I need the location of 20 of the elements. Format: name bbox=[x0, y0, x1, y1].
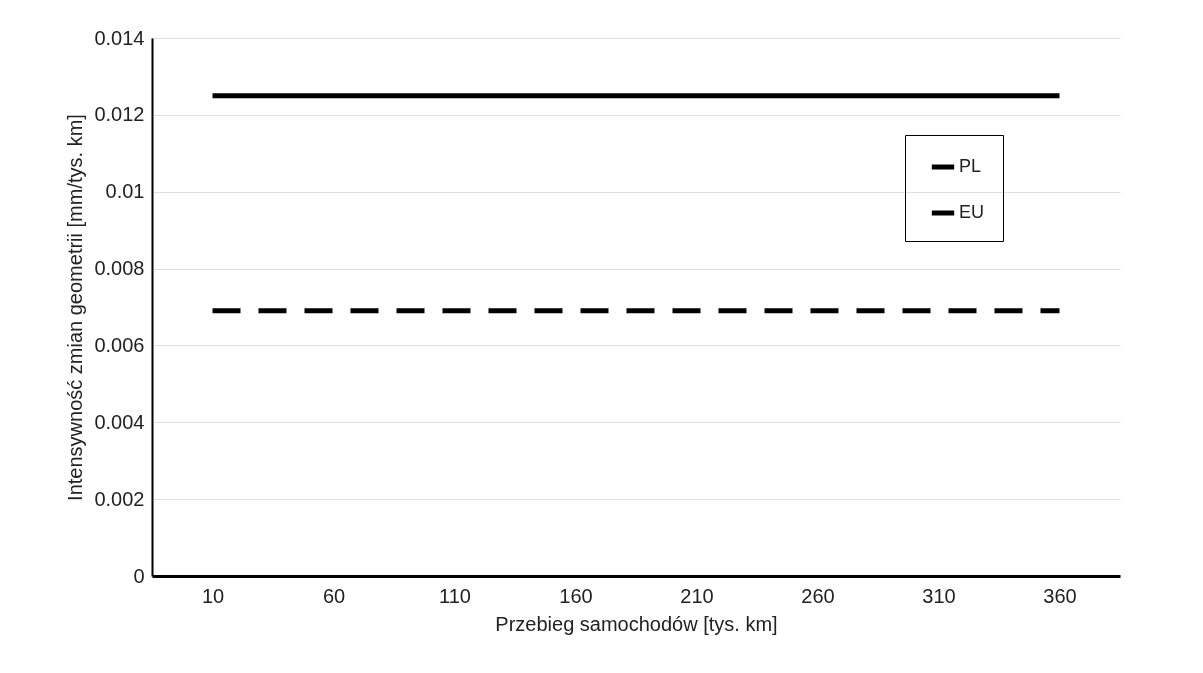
x-tick-label: 310 bbox=[922, 584, 956, 607]
y-tick-label: 0 bbox=[133, 564, 145, 587]
x-tick-label: 360 bbox=[1043, 584, 1077, 607]
x-tick-label: 160 bbox=[559, 584, 593, 607]
y-tick-label: 0.012 bbox=[94, 103, 145, 126]
y-tick-label: 0.006 bbox=[94, 333, 145, 356]
y-tick-label: 0.008 bbox=[94, 257, 145, 280]
x-tick-label: 60 bbox=[322, 584, 346, 607]
x-tick-label: 10 bbox=[201, 584, 225, 607]
legend-label: PL bbox=[959, 156, 982, 176]
x-tick-label: 260 bbox=[801, 584, 835, 607]
y-tick-label: 0.004 bbox=[94, 410, 145, 433]
legend-label: EU bbox=[959, 202, 985, 222]
y-tick-label: 0.014 bbox=[94, 26, 145, 49]
y-tick-label: 0.002 bbox=[94, 487, 145, 510]
x-tick-label: 110 bbox=[439, 584, 471, 607]
y-axis-title: Intensywność zmian geometrii [mm/tys. km] bbox=[64, 114, 87, 501]
x-axis-title: Przebieg samochodów [tys. km] bbox=[495, 612, 778, 635]
x-tick-label: 210 bbox=[680, 584, 714, 607]
y-tick-label: 0.01 bbox=[105, 180, 145, 203]
